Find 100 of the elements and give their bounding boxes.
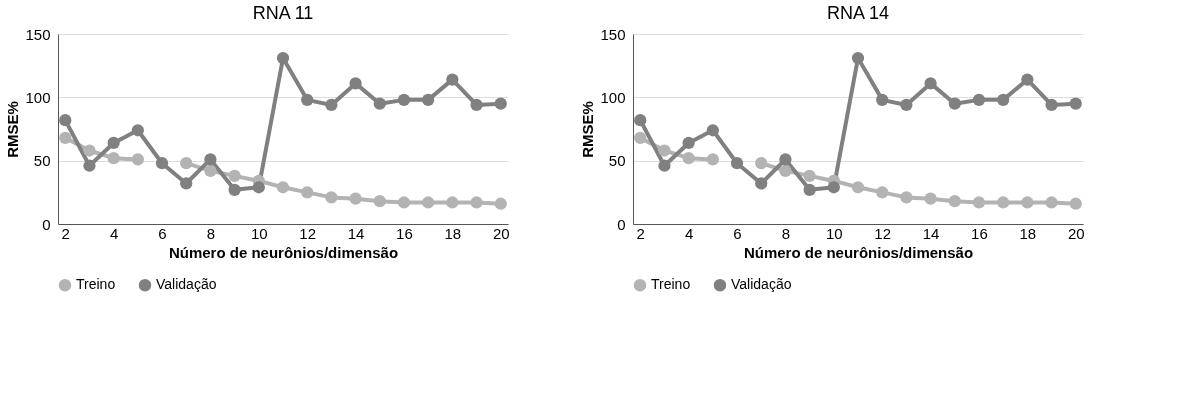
y-tick-label: 0 — [42, 215, 51, 233]
point — [301, 186, 314, 199]
point — [228, 183, 241, 196]
point — [325, 98, 338, 112]
x-tick-label: 18 — [1019, 224, 1037, 242]
legend-label: Validação — [731, 276, 792, 293]
x-tick-label: 8 — [781, 224, 791, 242]
y-tick-label: 0 — [617, 215, 626, 233]
point — [470, 98, 483, 112]
x-tick-label: 4 — [684, 224, 694, 242]
point — [779, 153, 792, 166]
point — [876, 93, 889, 106]
point — [397, 196, 411, 209]
point — [446, 196, 459, 209]
point — [373, 97, 386, 110]
legend-label: Treino — [76, 276, 116, 293]
point — [155, 157, 169, 170]
point — [1045, 98, 1058, 112]
x-tick-label: 2 — [636, 224, 645, 242]
x-tick-label: 10 — [250, 224, 268, 242]
y-axis-title: RMSE% — [4, 101, 22, 158]
point — [180, 157, 193, 170]
point — [682, 152, 695, 165]
x-tick-label: 6 — [733, 224, 742, 242]
point — [1021, 73, 1034, 86]
y-tick-label: 150 — [25, 25, 51, 43]
point — [682, 136, 695, 150]
point — [706, 153, 719, 166]
chart-title: RNA 11 — [252, 3, 314, 23]
point — [972, 196, 986, 209]
point — [252, 181, 265, 194]
point — [180, 177, 193, 190]
x-tick-label: 16 — [971, 224, 988, 242]
point — [325, 191, 338, 204]
point — [349, 77, 362, 90]
legend-label: Validação — [156, 276, 217, 293]
x-tick-label: 10 — [825, 224, 843, 242]
point — [59, 114, 72, 127]
point — [228, 169, 241, 182]
y-tick-label: 100 — [25, 88, 51, 106]
point — [948, 195, 961, 208]
point — [779, 164, 792, 177]
point — [851, 51, 865, 65]
x-axis-title: Número de neurônios/dimensão — [743, 243, 974, 261]
point — [397, 93, 411, 106]
point — [83, 159, 96, 172]
point — [373, 195, 386, 208]
x-tick-label: 4 — [109, 224, 119, 242]
y-tick-label: 50 — [608, 152, 626, 170]
x-tick-label: 2 — [61, 224, 70, 242]
x-tick-label: 20 — [1067, 224, 1085, 242]
point — [634, 131, 647, 144]
point — [827, 181, 840, 194]
point — [924, 77, 937, 90]
point — [1045, 196, 1058, 209]
point — [107, 136, 120, 150]
point — [948, 97, 961, 110]
point — [900, 98, 913, 112]
point — [422, 93, 435, 106]
point — [658, 144, 671, 157]
x-tick-label: 12 — [874, 224, 892, 242]
point — [494, 97, 507, 110]
point — [755, 157, 768, 170]
point — [1069, 197, 1082, 210]
point — [422, 196, 435, 209]
point — [131, 153, 144, 166]
point — [349, 192, 362, 205]
point — [1021, 196, 1034, 209]
x-tick-label: 14 — [347, 224, 365, 242]
point — [634, 114, 647, 127]
point — [131, 124, 144, 137]
point — [924, 192, 937, 205]
point — [803, 183, 816, 196]
x-tick-label: 6 — [158, 224, 167, 242]
point — [446, 73, 459, 86]
y-tick-label: 50 — [33, 152, 51, 170]
point — [276, 181, 290, 194]
point — [876, 186, 889, 199]
chart-title: RNA 14 — [826, 3, 890, 23]
point — [997, 93, 1010, 106]
point — [276, 51, 290, 65]
point — [83, 144, 96, 157]
point — [851, 181, 865, 194]
point — [301, 93, 314, 106]
x-tick-label: 16 — [396, 224, 413, 242]
point — [470, 196, 483, 209]
x-tick-label: 8 — [206, 224, 216, 242]
point — [706, 124, 719, 137]
point — [972, 93, 986, 106]
point — [900, 191, 913, 204]
point — [730, 157, 744, 170]
y-tick-label: 100 — [600, 88, 626, 106]
x-tick-label: 18 — [444, 224, 462, 242]
x-tick-label: 12 — [299, 224, 317, 242]
point — [755, 177, 768, 190]
point — [204, 164, 217, 177]
y-axis-title: RMSE% — [579, 101, 597, 158]
point — [658, 159, 671, 172]
x-tick-label: 14 — [922, 224, 940, 242]
point — [494, 197, 507, 210]
